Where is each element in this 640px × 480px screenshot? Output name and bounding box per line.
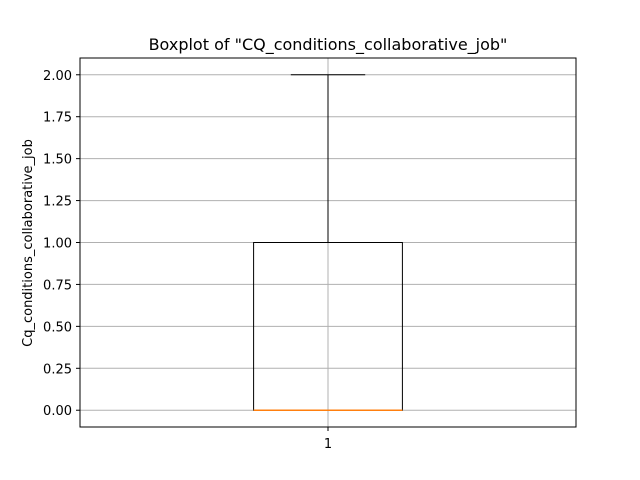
y-tick-label: 1.00 xyxy=(43,237,72,252)
y-tick-label: 1.25 xyxy=(43,195,72,210)
x-axis-ticks: 1 xyxy=(324,427,332,452)
chart-title: Boxplot of "CQ_conditions_collaborative_… xyxy=(149,35,508,55)
y-axis-ticks: 0.00 0.25 0.50 0.75 1.00 1.25 1.50 1.75 2.00 xyxy=(43,69,80,419)
y-tick-label: 0.00 xyxy=(43,404,72,419)
y-tick-label: 0.50 xyxy=(43,320,72,335)
y-tick-label: 1.50 xyxy=(43,153,72,168)
y-tick-label: 0.75 xyxy=(43,278,72,293)
y-axis-label: Cq_conditions_collaborative_job xyxy=(21,139,36,347)
x-tick-label: 1 xyxy=(324,437,332,452)
y-tick-label: 0.25 xyxy=(43,362,72,377)
y-tick-label: 1.75 xyxy=(43,111,72,126)
y-tick-label: 2.00 xyxy=(43,69,72,84)
